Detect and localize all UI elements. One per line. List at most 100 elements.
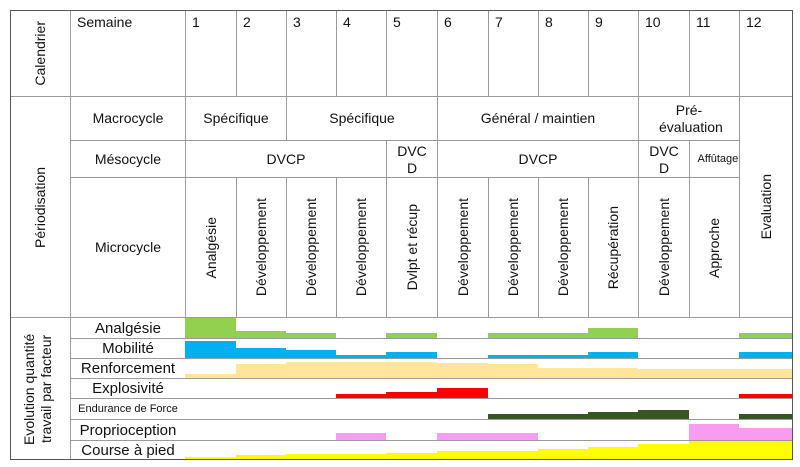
bar-course-pied-week-6 — [437, 451, 488, 460]
week-12-text: 12 — [746, 14, 762, 30]
bar-renforcement-week-7 — [488, 364, 538, 378]
calendar-label: Calendrier — [10, 10, 70, 96]
microcycle-1: Analgésie — [185, 177, 236, 317]
factor-label-4: Explosivité — [70, 378, 185, 398]
evolution-label-text: Evolution quantité travail par facteur — [20, 333, 54, 445]
bar-renforcement-week-1 — [185, 374, 236, 378]
mesocycle-2-text: DVC D — [397, 143, 427, 176]
mesocycle-4-text: DVC D — [649, 143, 679, 176]
factor-label-6-text: Proprioception — [79, 421, 177, 439]
microcycle-2: Développement — [236, 177, 286, 317]
bar-renforcement-week-8 — [538, 368, 588, 378]
bar-mobilit--week-2 — [236, 348, 286, 358]
microcycle-8: Développement — [538, 177, 588, 317]
bar-proprioception-week-4 — [336, 433, 386, 440]
microcycle-7-text: Développement — [505, 198, 521, 297]
microcycle-label: Microcycle — [70, 177, 185, 317]
microcycle-4: Développement — [336, 177, 386, 317]
periodisation-label-text: Périodisation — [32, 166, 48, 248]
bar-analg-sie-week-7 — [488, 333, 538, 338]
bar-course-pied-week-9 — [588, 447, 638, 460]
mesocycle-1: DVCP — [185, 140, 386, 177]
mesocycle-3: DVCP — [437, 140, 638, 177]
factor-row — [185, 338, 793, 358]
factor-label-1: Analgésie — [70, 317, 185, 338]
microcycle-5-text: Dvlpt et récup — [403, 204, 420, 291]
bar-endurance-de-force-week-7 — [488, 414, 538, 419]
factor-label-3: Renforcement — [70, 358, 185, 378]
bar-mobilit--week-3 — [286, 350, 336, 358]
week-10: 10 — [638, 10, 689, 96]
bar-analg-sie-week-5 — [386, 333, 437, 338]
microcycle-4-text: Développement — [353, 198, 369, 297]
macrocycle-2: Spécifique — [286, 96, 437, 140]
macrocycle-1-text: Spécifique — [203, 110, 269, 126]
microcycle-2-text: Développement — [253, 198, 269, 297]
mesocycle-label: Mésocycle — [70, 140, 185, 177]
evaluation-label-text: Evaluation — [758, 174, 774, 240]
microcycle-3: Développement — [286, 177, 336, 317]
bar-mobilit--week-9 — [588, 352, 638, 358]
bar-course-pied-week-12 — [739, 441, 793, 460]
mesocycle-3-text: DVCP — [518, 150, 558, 167]
bar-course-pied-week-10 — [638, 444, 689, 460]
bar-mobilit--week-12 — [739, 352, 793, 358]
bar-renforcement-week-6 — [437, 363, 488, 378]
bar-explosivit--week-5 — [386, 392, 437, 398]
bar-renforcement-week-12 — [739, 369, 793, 378]
bar-renforcement-week-3 — [286, 362, 336, 378]
bar-endurance-de-force-week-10 — [638, 410, 689, 419]
factor-row — [185, 378, 793, 398]
week-3: 3 — [286, 10, 336, 96]
bar-renforcement-week-4 — [336, 362, 386, 378]
bar-mobilit--week-1 — [185, 341, 236, 358]
week-2: 2 — [236, 10, 286, 96]
factor-label-2: Mobilité — [70, 338, 185, 358]
bar-endurance-de-force-week-9 — [588, 412, 638, 419]
bar-proprioception-week-12 — [739, 428, 793, 440]
week-1-text: 1 — [192, 14, 200, 30]
macrocycle-2-text: Spécifique — [329, 110, 395, 126]
factor-label-2-text: Mobilité — [102, 340, 154, 357]
bar-explosivit--week-6 — [437, 388, 488, 398]
periodisation-label: Périodisation — [10, 96, 70, 317]
week-1: 1 — [185, 10, 236, 96]
week-9: 9 — [588, 10, 638, 96]
mesocycle-5-text: Affûtage — [697, 152, 739, 165]
factor-row — [185, 358, 793, 378]
week-11-text: 11 — [696, 14, 711, 30]
factor-label-6: Proprioception — [70, 419, 185, 440]
macrocycle-3-text: Général / maintien — [480, 110, 596, 126]
microcycle-9-text: Récupération — [605, 205, 621, 290]
factor-label-7: Course à pied — [70, 440, 185, 460]
week-8: 8 — [538, 10, 588, 96]
evolution-label: Evolution quantité travail par facteur — [10, 317, 70, 460]
week-2-text: 2 — [243, 14, 251, 30]
microcycle-label-text: Microcycle — [94, 239, 162, 255]
bar-renforcement-week-2 — [236, 364, 286, 378]
evaluation-label: Evaluation — [739, 96, 793, 317]
factor-label-4-text: Explosivité — [92, 380, 164, 397]
microcycle-1-text: Analgésie — [202, 216, 219, 279]
week-10-text: 10 — [645, 14, 661, 30]
macrocycle-4: Pré-évaluation — [638, 96, 739, 140]
bar-renforcement-week-11 — [689, 369, 739, 378]
bar-endurance-de-force-week-12 — [739, 414, 793, 419]
week-3-text: 3 — [293, 14, 301, 30]
factor-label-1-text: Analgésie — [95, 319, 161, 337]
week-7: 7 — [488, 10, 538, 96]
bar-renforcement-week-5 — [386, 362, 437, 378]
calendar-label-text: Calendrier — [32, 21, 48, 86]
bar-course-pied-week-7 — [488, 451, 538, 460]
week-5: 5 — [386, 10, 437, 96]
factor-label-5: Endurance de Force — [70, 398, 185, 419]
bar-course-pied-week-5 — [386, 453, 437, 460]
macrocycle-4-text: Pré-évaluation — [659, 101, 723, 135]
factor-label-3-text: Renforcement — [80, 360, 176, 377]
bar-mobilit--week-8 — [538, 355, 588, 358]
factor-row — [185, 419, 793, 440]
bar-analg-sie-week-1 — [185, 318, 236, 338]
microcycle-7: Développement — [488, 177, 538, 317]
microcycle-11-text: Approche — [706, 217, 722, 278]
bar-analg-sie-week-9 — [588, 328, 638, 338]
